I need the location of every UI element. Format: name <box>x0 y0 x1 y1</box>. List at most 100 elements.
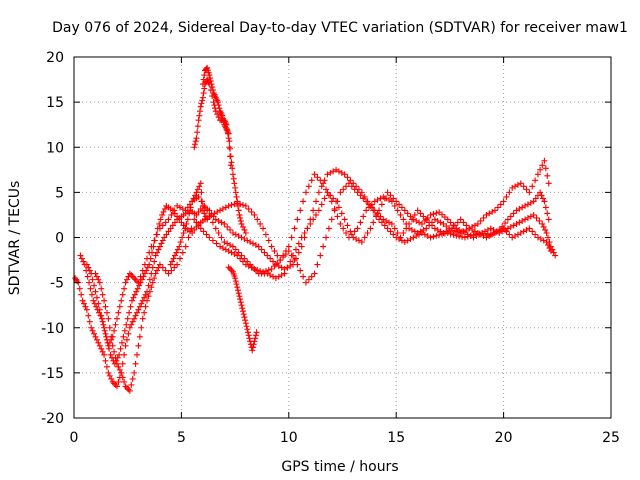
data-point <box>116 366 123 373</box>
data-point <box>186 201 193 208</box>
data-point <box>539 195 546 202</box>
y-tick-label: -15 <box>41 366 64 382</box>
data-point <box>86 318 93 325</box>
data-point <box>544 210 551 217</box>
data-point <box>233 281 240 288</box>
data-point <box>370 219 377 226</box>
data-point <box>96 279 103 286</box>
data-point <box>449 225 456 232</box>
data-point <box>510 210 517 217</box>
x-tick-label: 15 <box>387 430 405 446</box>
data-point <box>211 102 218 109</box>
data-point <box>196 183 203 190</box>
data-point <box>88 324 95 331</box>
data-point <box>161 205 168 212</box>
data-point <box>87 285 94 292</box>
data-point <box>202 213 209 220</box>
data-point <box>368 204 375 211</box>
data-point <box>546 245 553 252</box>
data-point <box>186 210 193 217</box>
data-point <box>313 211 320 218</box>
data-point <box>318 201 325 208</box>
data-point <box>288 252 295 259</box>
data-point <box>400 229 407 236</box>
data-point <box>227 162 234 169</box>
data-point <box>298 234 305 241</box>
data-point <box>212 105 219 112</box>
data-point <box>137 273 144 280</box>
data-point <box>335 204 342 211</box>
data-point <box>207 87 214 94</box>
data-point <box>320 243 327 250</box>
data-point <box>197 225 204 232</box>
data-point <box>182 243 189 250</box>
data-point <box>397 234 404 241</box>
data-point <box>144 255 151 262</box>
data-point <box>318 183 325 190</box>
data-point <box>433 232 440 239</box>
data-point <box>447 219 454 226</box>
y-tick-label: -20 <box>41 411 64 427</box>
data-point <box>420 213 427 220</box>
data-point <box>169 222 176 229</box>
data-point <box>139 276 146 283</box>
data-point <box>168 267 175 274</box>
data-point <box>121 327 128 334</box>
data-point <box>325 225 332 232</box>
data-point <box>118 339 125 346</box>
data-point <box>162 219 169 226</box>
data-point <box>423 216 430 223</box>
data-point <box>232 246 239 253</box>
data-point <box>285 248 292 255</box>
data-point <box>252 332 259 339</box>
data-point <box>93 336 100 343</box>
data-point <box>238 302 245 309</box>
data-point <box>101 324 108 331</box>
data-point <box>257 220 264 227</box>
data-point <box>149 279 156 286</box>
data-point <box>113 383 120 390</box>
data-point <box>86 267 93 274</box>
data-point <box>257 267 264 274</box>
data-point <box>502 220 509 227</box>
data-point <box>132 360 139 367</box>
data-point <box>292 246 299 253</box>
x-tick-label: 10 <box>280 430 298 446</box>
data-point <box>135 279 142 286</box>
data-point <box>108 333 115 340</box>
data-point <box>151 258 158 265</box>
data-point <box>274 252 281 259</box>
y-tick-label: -10 <box>41 321 64 337</box>
data-point <box>343 183 350 190</box>
data-point <box>221 220 228 227</box>
data-point <box>317 252 324 259</box>
data-point <box>361 234 368 241</box>
data-point <box>180 229 187 236</box>
data-point <box>179 249 186 256</box>
data-point <box>91 330 98 337</box>
data-point <box>311 171 318 178</box>
data-point <box>81 300 88 307</box>
data-point <box>103 363 110 370</box>
data-point <box>302 189 309 196</box>
data-point <box>129 318 136 325</box>
data-point <box>76 285 83 292</box>
data-point <box>444 216 451 223</box>
data-point <box>351 186 358 193</box>
data-point <box>109 342 116 349</box>
data-point <box>165 270 172 277</box>
data-point <box>284 264 291 271</box>
data-point <box>199 198 206 205</box>
data-point <box>231 180 238 187</box>
data-point <box>401 207 408 214</box>
data-point <box>232 184 239 191</box>
data-point <box>98 285 105 292</box>
data-point <box>212 225 219 232</box>
data-point <box>126 309 133 316</box>
data-point <box>197 103 204 110</box>
data-point <box>503 228 510 235</box>
data-point <box>348 183 355 190</box>
data-point <box>323 234 330 241</box>
data-point <box>242 317 249 324</box>
